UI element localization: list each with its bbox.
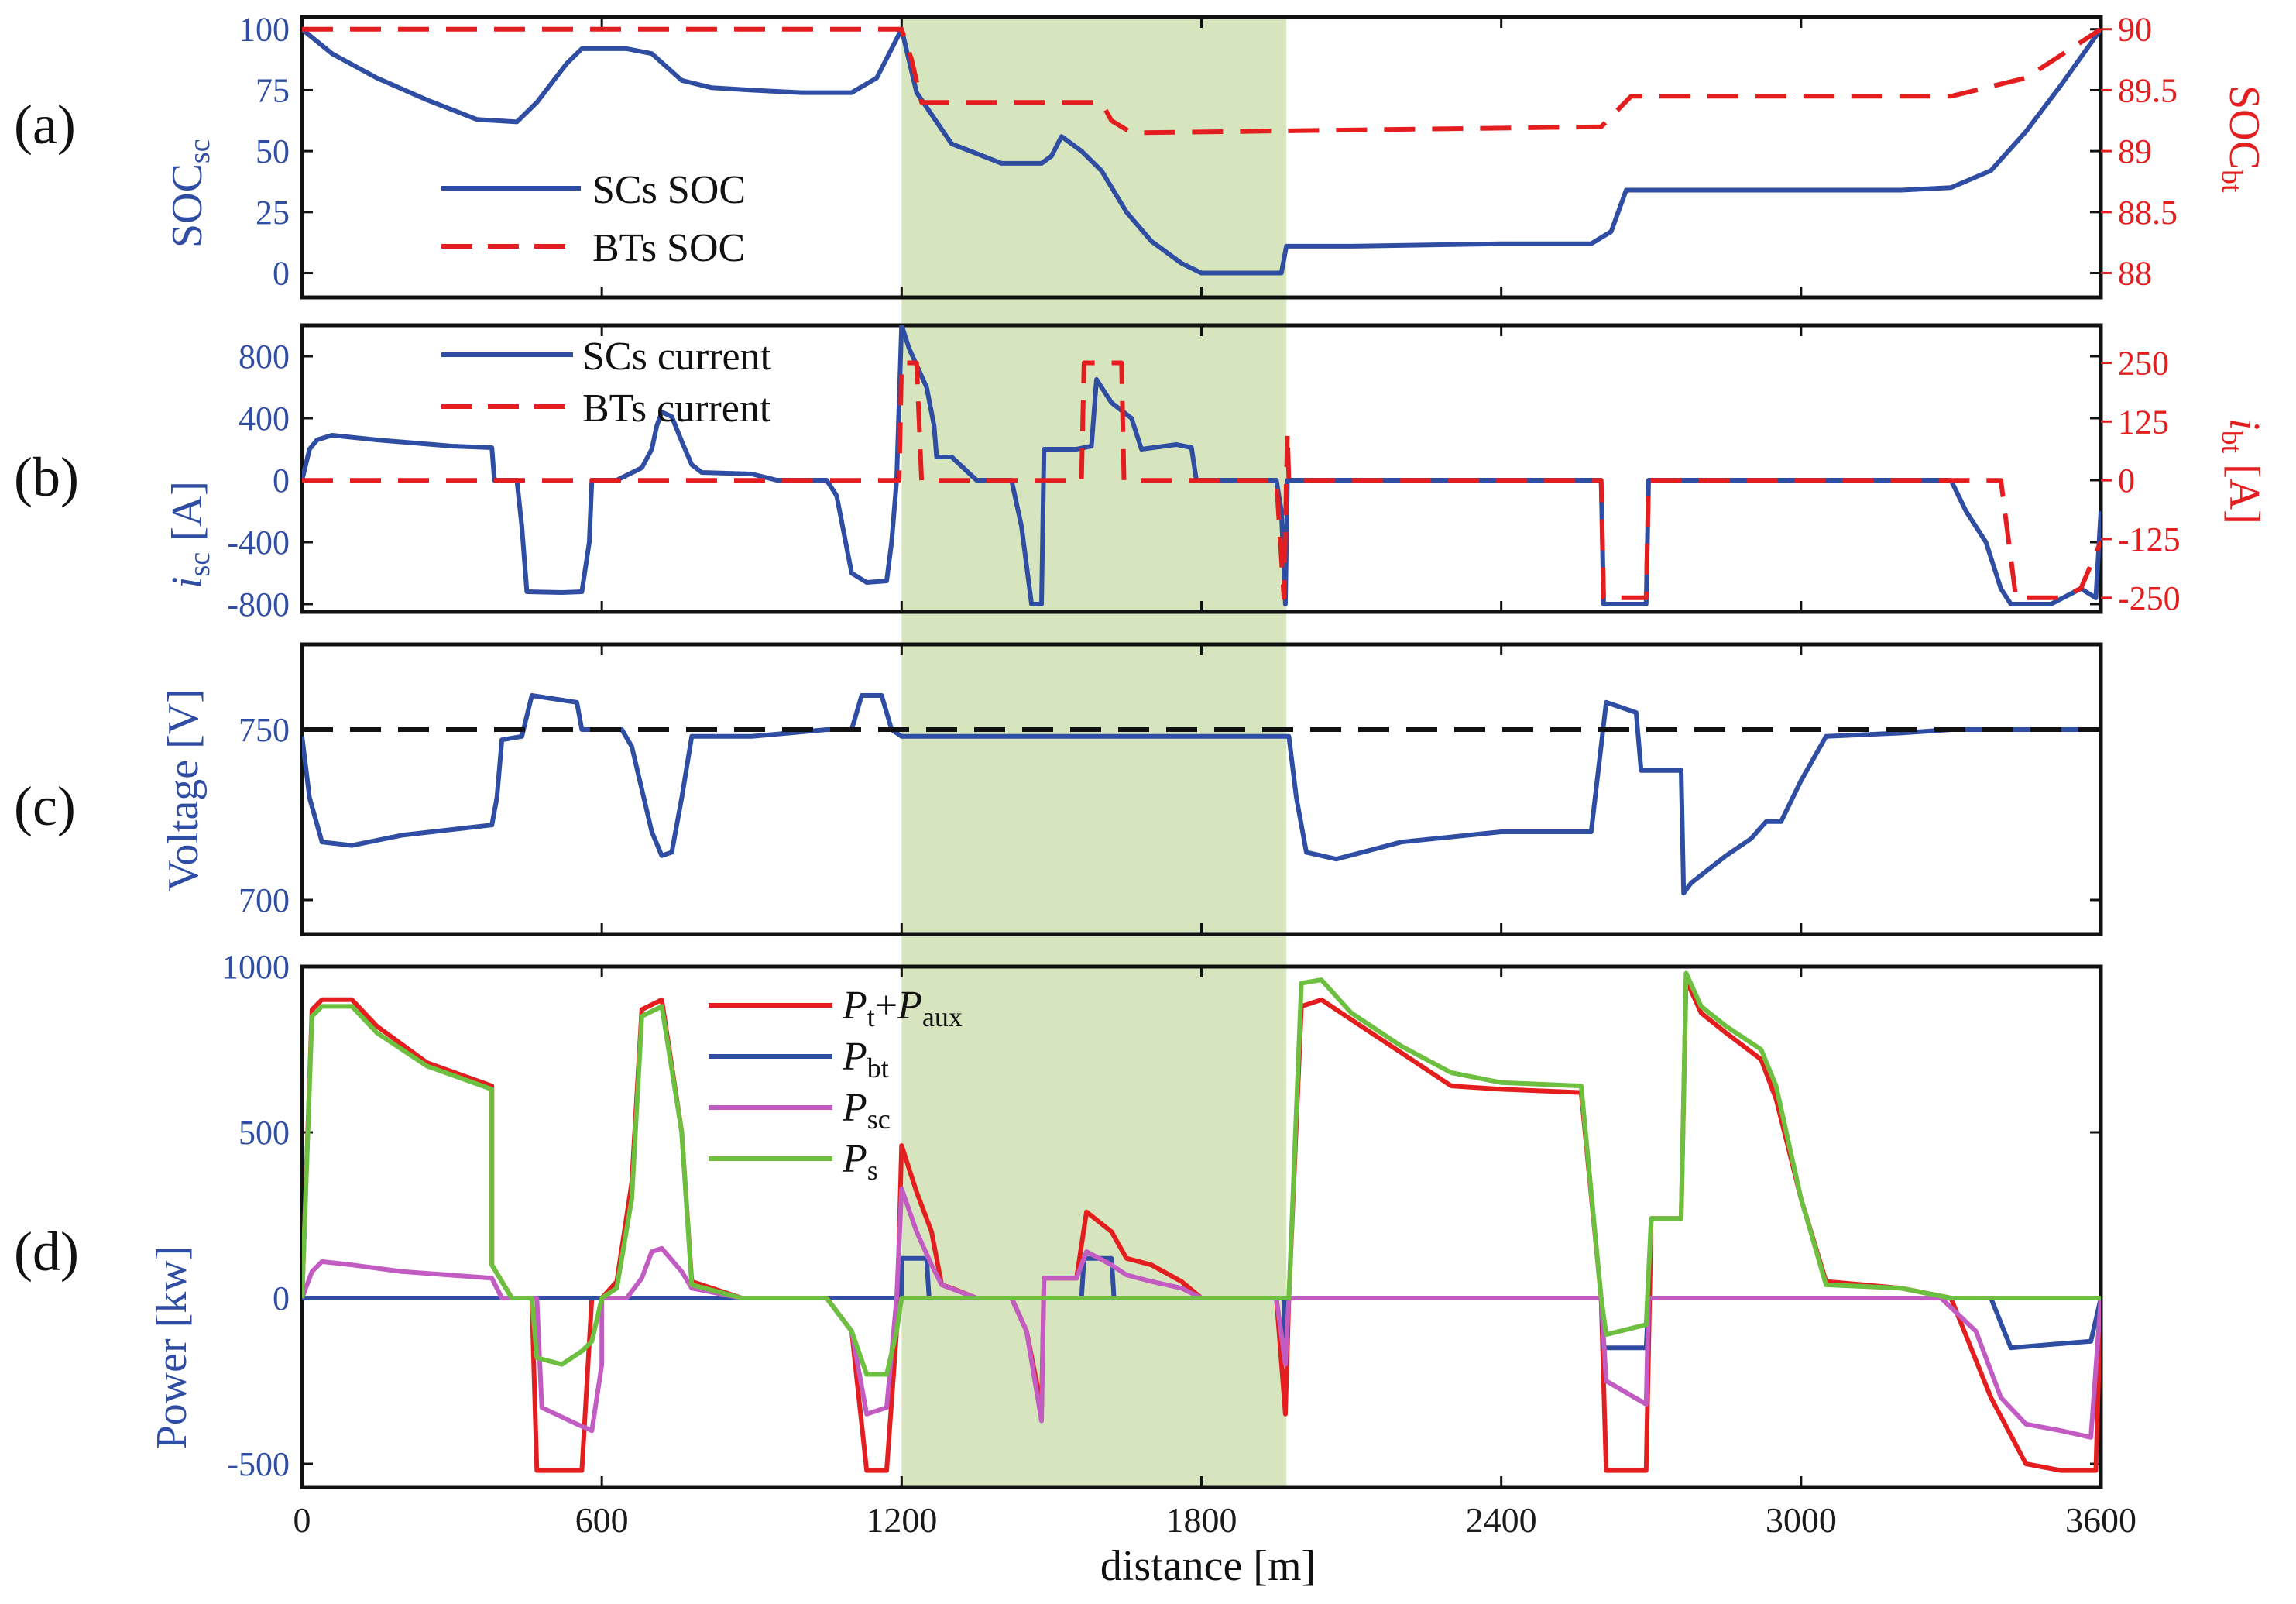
panel-b-series-bts-current: [302, 360, 2101, 600]
panel-a-ytick-label: 100: [239, 11, 290, 49]
panel-b-ytick-right-label: -125: [2118, 520, 2181, 558]
panel-d-plot: [302, 970, 2101, 1473]
panel-a-ytick-right-label: 88.5: [2118, 194, 2178, 232]
svg-text:SCs current: SCs current: [582, 335, 772, 379]
x-tick-label: 2400: [1466, 1500, 1537, 1540]
panel-a-series-scs-soc: [302, 26, 2101, 276]
panel-a-ytick-right-label: 89.5: [2118, 71, 2178, 109]
svg-text:Pt+Paux: Pt+Paux: [842, 984, 963, 1032]
panel-b-ylabel-right: ibt [A]: [2215, 418, 2268, 524]
panel-b-ytick-right-label: 0: [2118, 462, 2135, 500]
panel-b-ytick-label: 400: [239, 400, 290, 438]
x-tick-label: 1800: [1166, 1500, 1237, 1540]
svg-text:Pbt: Pbt: [842, 1035, 889, 1084]
x-tick-label: 3000: [1766, 1500, 1837, 1540]
panel-b-ytick-label: -400: [227, 524, 290, 562]
panel-b-legend: SCs current BTs current: [441, 335, 772, 431]
panel-d-ytick-label: -500: [227, 1445, 290, 1483]
panel-d-ytick-label: 0: [273, 1279, 290, 1317]
svg-text:BTs SOC: BTs SOC: [592, 226, 745, 270]
panel-b-ytick-right-label: -250: [2118, 579, 2181, 617]
x-tick-label: 0: [293, 1500, 311, 1540]
panel-a-ytick-right-label: 89: [2118, 132, 2152, 170]
panel-b-ytick-right-label: 250: [2118, 345, 2169, 383]
svg-text:Ps: Ps: [842, 1137, 878, 1186]
x-tick-label: 1200: [866, 1500, 937, 1540]
panel-c-ytick-label: 700: [239, 881, 290, 919]
panel-c-label: (c): [14, 775, 76, 837]
panel-a-ylabel-right: SOCbt: [2215, 85, 2268, 193]
panel-a-label: (a): [14, 94, 76, 156]
panel-a-ylabel-left: SOCsc: [163, 139, 216, 248]
panel-a-ytick-label: 50: [256, 132, 290, 170]
panel-d-series-psc: [302, 1186, 2101, 1440]
panel-c-plot: [302, 693, 2101, 896]
panel-d-ytick-label: 500: [239, 1114, 290, 1152]
panel-a-series-bts-soc: [302, 26, 2101, 136]
panel-c-ylabel: Voltage [V]: [160, 689, 208, 891]
panel-b-ytick-label: -800: [227, 586, 290, 623]
x-tick-label: 3600: [2065, 1500, 2136, 1540]
panel-a-legend: SCs SOC BTs SOC: [441, 168, 746, 270]
panel-d-ytick-label: 1000: [221, 948, 290, 986]
panel-b-label: (b): [14, 446, 79, 508]
panel-c-ytick-label: 750: [239, 711, 290, 749]
svg-text:BTs current: BTs current: [582, 386, 771, 431]
panel-a-ytick-label: 25: [256, 194, 290, 232]
panel-d-legend: Pt+Paux Pbt Psc Ps: [709, 984, 963, 1186]
panel-a-ytick-right-label: 90: [2118, 11, 2152, 49]
panel-b-ytick-right-label: 125: [2118, 403, 2169, 441]
panel-a-ytick-right-label: 88: [2118, 255, 2152, 293]
panel-a-ytick-label: 75: [256, 71, 290, 109]
plot-lines: [302, 26, 2101, 1473]
panel-d-label: (d): [14, 1221, 79, 1283]
axis-ticks: 10075502509089.58988.5888004000-400-8002…: [221, 11, 2181, 1540]
panel-b-ytick-label: 0: [273, 462, 290, 500]
panel-a-plot: [302, 26, 2101, 276]
panel-a-ytick-label: 0: [273, 255, 290, 293]
panel-b-ylabel-left: isc [A]: [163, 481, 216, 589]
x-axis-label: distance [m]: [1100, 1542, 1316, 1590]
svg-text:Psc: Psc: [842, 1086, 891, 1135]
x-tick-label: 600: [575, 1500, 629, 1540]
highlight-region: [901, 17, 1287, 1487]
panel-c-series-voltage: [302, 693, 2101, 896]
panel-b-plot: [302, 325, 2101, 606]
panel-b-ytick-label: 800: [239, 338, 290, 376]
panel-d-ylabel: Power [kw]: [148, 1246, 196, 1450]
panel-d-series-ps: [302, 970, 2101, 1377]
svg-text:SCs SOC: SCs SOC: [592, 168, 746, 212]
